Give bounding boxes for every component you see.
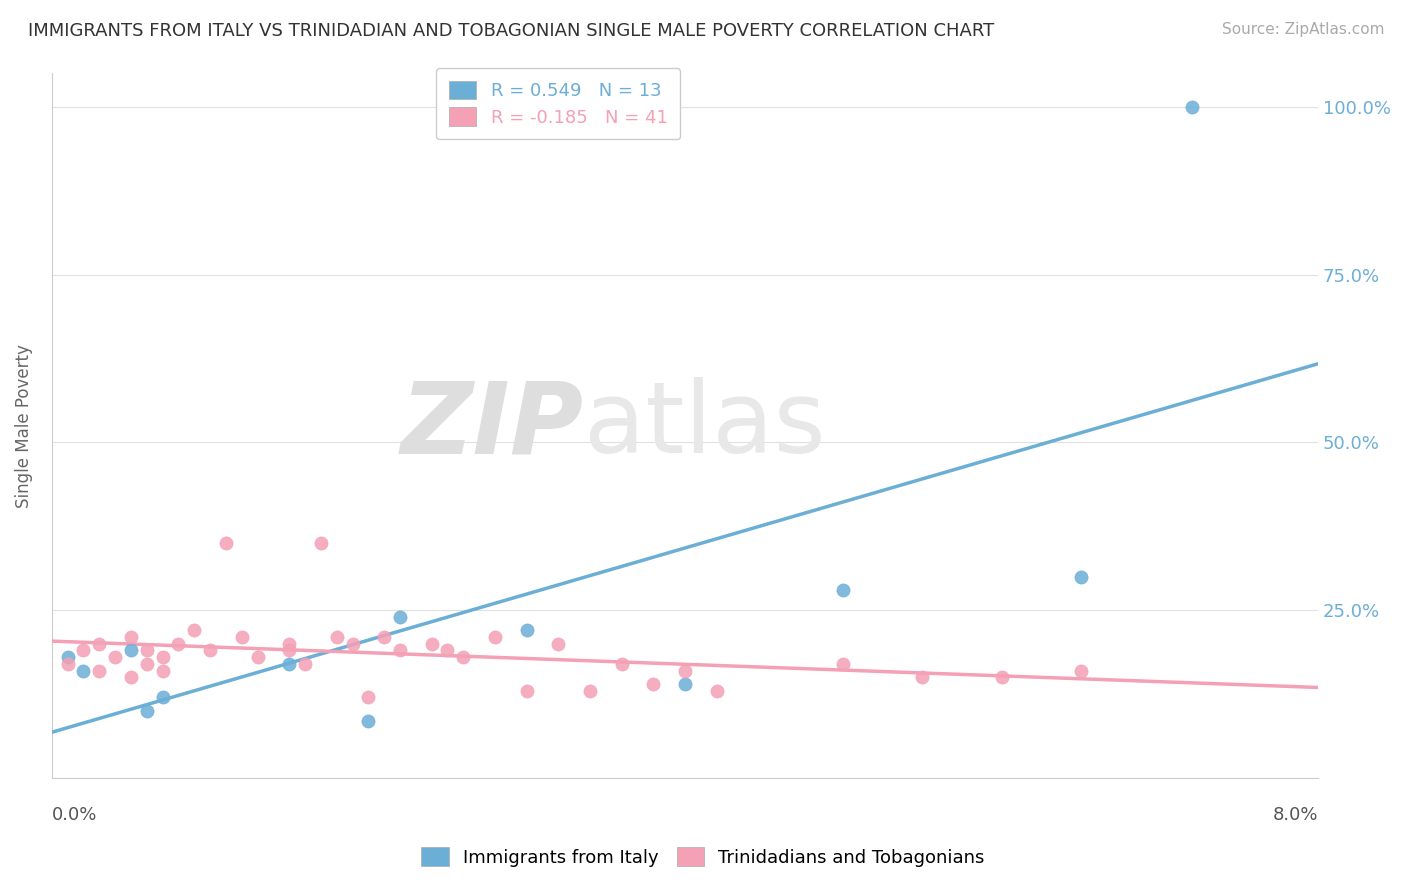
Point	[183, 624, 205, 638]
Point	[309, 536, 332, 550]
Point	[420, 637, 443, 651]
Point	[231, 630, 253, 644]
Point	[89, 664, 111, 678]
Point	[72, 643, 94, 657]
Point	[152, 650, 174, 665]
Point	[152, 690, 174, 705]
Y-axis label: Single Male Poverty: Single Male Poverty	[15, 343, 32, 508]
Text: IMMIGRANTS FROM ITALY VS TRINIDADIAN AND TOBAGONIAN SINGLE MALE POVERTY CORRELAT: IMMIGRANTS FROM ITALY VS TRINIDADIAN AND…	[28, 22, 994, 40]
Point	[453, 650, 475, 665]
Text: atlas: atlas	[583, 377, 825, 475]
Point	[516, 624, 538, 638]
Legend: Immigrants from Italy, Trinidadians and Tobagonians: Immigrants from Italy, Trinidadians and …	[415, 840, 991, 874]
Point	[1070, 664, 1092, 678]
Point	[278, 637, 301, 651]
Point	[832, 583, 855, 598]
Point	[579, 683, 602, 698]
Text: 8.0%: 8.0%	[1272, 806, 1319, 824]
Point	[484, 630, 506, 644]
Point	[120, 670, 142, 684]
Point	[135, 643, 157, 657]
Point	[325, 630, 347, 644]
Point	[357, 690, 380, 705]
Point	[1180, 100, 1202, 114]
Point	[120, 630, 142, 644]
Point	[388, 643, 411, 657]
Text: ZIP: ZIP	[401, 377, 583, 475]
Point	[706, 683, 728, 698]
Legend: R = 0.549   N = 13, R = -0.185   N = 41: R = 0.549 N = 13, R = -0.185 N = 41	[436, 68, 681, 139]
Point	[120, 643, 142, 657]
Point	[832, 657, 855, 671]
Point	[135, 657, 157, 671]
Point	[246, 650, 269, 665]
Text: Source: ZipAtlas.com: Source: ZipAtlas.com	[1222, 22, 1385, 37]
Point	[547, 637, 569, 651]
Point	[278, 657, 301, 671]
Point	[72, 664, 94, 678]
Point	[643, 677, 665, 691]
Point	[278, 643, 301, 657]
Point	[198, 643, 221, 657]
Point	[357, 714, 380, 728]
Point	[673, 664, 696, 678]
Point	[89, 637, 111, 651]
Point	[152, 664, 174, 678]
Point	[342, 637, 364, 651]
Point	[167, 637, 190, 651]
Point	[373, 630, 395, 644]
Point	[436, 643, 458, 657]
Point	[610, 657, 633, 671]
Point	[1070, 569, 1092, 583]
Point	[911, 670, 934, 684]
Point	[56, 657, 79, 671]
Point	[294, 657, 316, 671]
Point	[56, 650, 79, 665]
Text: 0.0%: 0.0%	[52, 806, 97, 824]
Point	[990, 670, 1012, 684]
Point	[104, 650, 127, 665]
Point	[135, 704, 157, 718]
Point	[215, 536, 238, 550]
Point	[673, 677, 696, 691]
Point	[516, 683, 538, 698]
Point	[388, 610, 411, 624]
